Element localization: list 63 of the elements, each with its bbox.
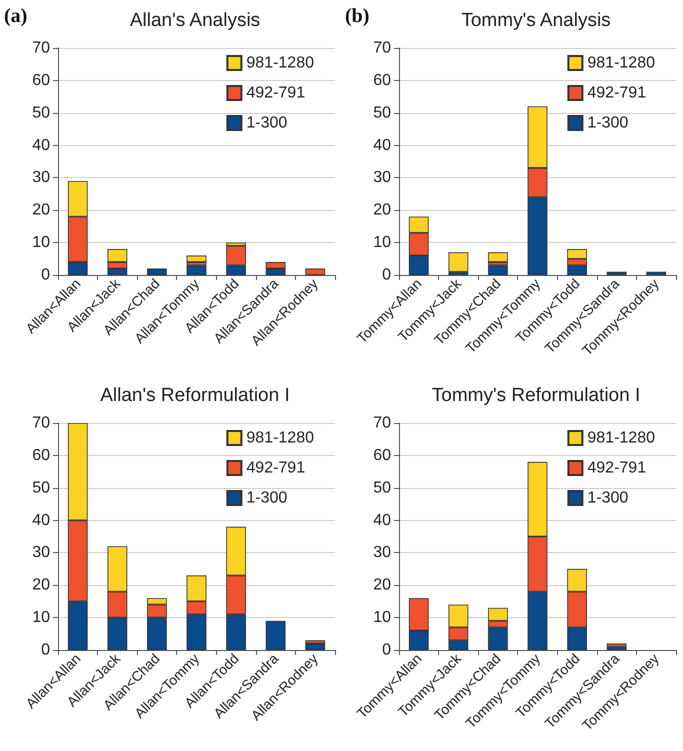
y-tick-label: 70: [373, 40, 392, 56]
legend-label: 1-300: [587, 114, 628, 132]
y-tick-label: 40: [373, 512, 392, 529]
legend-label: 492-791: [587, 460, 646, 476]
bar: [147, 268, 167, 275]
legend-label: 1-300: [587, 490, 628, 506]
chart-title: Tommy's Reformulation I: [432, 385, 640, 406]
y-tick-label: 30: [32, 169, 50, 186]
legend-label: 1-300: [246, 114, 288, 132]
y-tick-label: 30: [373, 544, 392, 562]
y-tick-label: 40: [373, 136, 392, 154]
bar: [186, 265, 206, 275]
y-tick-label: 70: [373, 414, 392, 432]
legend-label: 492-791: [246, 84, 306, 102]
y-tick-label: 0: [41, 266, 50, 284]
y-tick-label: 10: [373, 609, 392, 626]
bar: [305, 644, 326, 650]
y-tick-label: 70: [32, 40, 50, 56]
y-tick-label: 20: [373, 576, 392, 594]
y-tick-label: 50: [373, 479, 392, 496]
y-tick-label: 40: [32, 512, 50, 529]
y-tick-label: 60: [373, 72, 392, 89]
bar: [305, 268, 326, 275]
y-tick-label: 50: [373, 104, 392, 122]
legend-label: 981-1280: [587, 54, 656, 72]
y-tick-label: 10: [32, 609, 50, 626]
text: (b): [345, 5, 370, 27]
y-tick-label: 30: [373, 169, 392, 186]
chart-title: Allan's Reformulation I: [100, 385, 290, 406]
bar: [606, 272, 627, 275]
legend-label: 1-300: [246, 490, 288, 506]
bar: [606, 644, 627, 647]
legend-label: 492-791: [587, 84, 646, 102]
y-tick-label: 0: [382, 642, 392, 658]
y-tick-label: 30: [32, 544, 50, 562]
y-tick-label: 50: [32, 479, 50, 496]
y-tick-label: 10: [32, 234, 50, 252]
bar: [488, 265, 508, 275]
bar: [646, 272, 666, 275]
bar: [266, 620, 286, 650]
legend-label: 492-791: [246, 460, 306, 476]
chart-title: Tommy's Analysis: [461, 10, 611, 31]
y-tick-label: 20: [32, 576, 50, 594]
y-tick-label: 0: [382, 266, 392, 284]
legend-label: 981-1280: [246, 430, 314, 446]
bar: [488, 252, 508, 262]
bar: [448, 252, 468, 272]
y-tick-label: 20: [32, 202, 50, 219]
text: (a): [4, 5, 28, 27]
legend-label: 981-1280: [246, 54, 314, 72]
bar: [186, 256, 206, 262]
chart-title: Allan's Analysis: [130, 10, 260, 31]
y-tick-label: 70: [32, 414, 50, 432]
y-tick-label: 10: [373, 234, 392, 252]
y-tick-label: 60: [373, 446, 392, 464]
bar: [606, 646, 627, 650]
y-tick-label: 20: [373, 202, 392, 219]
y-tick-label: 40: [32, 136, 50, 154]
y-tick-label: 60: [32, 72, 50, 89]
y-tick-label: 50: [32, 104, 50, 122]
legend-label: 981-1280: [587, 430, 656, 446]
y-tick-label: 0: [41, 642, 50, 658]
y-tick-label: 60: [32, 446, 50, 464]
